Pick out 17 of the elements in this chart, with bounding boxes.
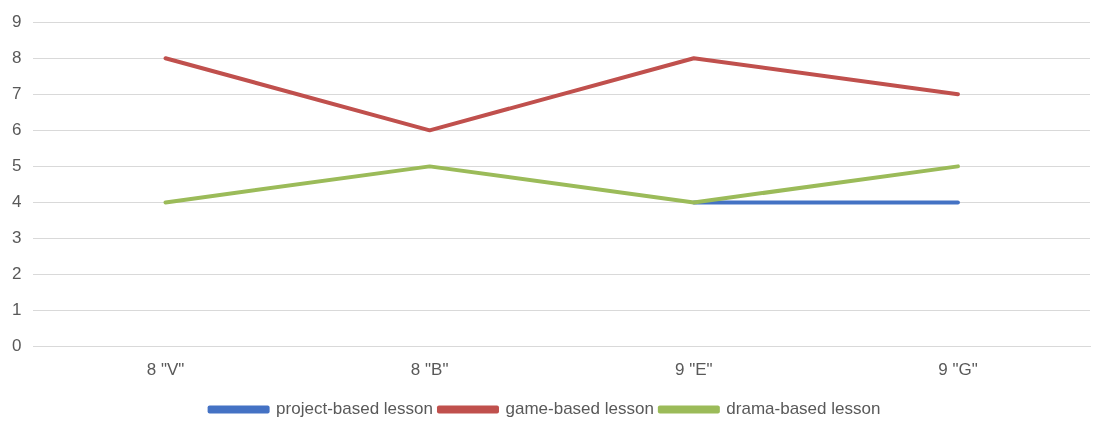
legend-label: game-based lesson (505, 399, 654, 419)
x-tick-label: 9 "G" (938, 360, 978, 380)
x-tick-label: 9 "E" (675, 360, 713, 380)
y-tick-label: 8 (11, 47, 22, 67)
x-tick-label: 8 "B" (410, 360, 449, 380)
y-tick-label: 9 (11, 11, 22, 31)
y-tick-label: 5 (11, 156, 22, 176)
legend-label: project-based lesson (276, 399, 433, 419)
y-tick-label: 2 (11, 264, 22, 284)
y-tick-label: 1 (11, 300, 22, 320)
y-tick-label: 3 (11, 228, 22, 248)
y-tick-label: 7 (11, 83, 22, 103)
x-tick-label: 8 "V" (146, 360, 185, 380)
y-tick-label: 0 (11, 336, 22, 356)
y-tick-label: 4 (11, 192, 22, 212)
y-tick-label: 6 (11, 120, 22, 140)
legend-label: drama-based lesson (726, 399, 881, 419)
